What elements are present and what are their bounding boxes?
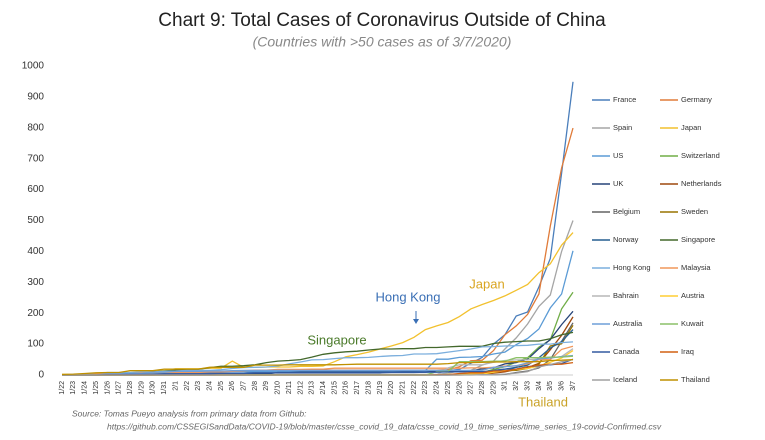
- x-tick-label: 2/3: [195, 381, 202, 391]
- y-tick-label: 900: [27, 92, 44, 103]
- legend-label: UK: [613, 179, 623, 188]
- series-line: [61, 358, 574, 376]
- x-tick-label: 1/28: [127, 381, 134, 395]
- x-tick-label: 1/25: [93, 381, 100, 395]
- series-line: [62, 358, 574, 376]
- x-tick-label: 2/1: [172, 381, 179, 391]
- legend-label: Austria: [681, 291, 705, 300]
- x-tick-label: 2/7: [241, 381, 248, 391]
- legend-label: Malaysia: [681, 263, 711, 272]
- x-tick-label: 2/18: [365, 381, 372, 395]
- legend-label: Netherlands: [681, 179, 722, 188]
- x-tick-label: 1/23: [70, 381, 77, 395]
- x-tick-label: 3/1: [502, 381, 509, 391]
- x-tick-label: 2/26: [456, 381, 463, 395]
- legend-label: Kuwait: [681, 319, 704, 328]
- x-tick-label: 1/24: [82, 381, 89, 395]
- legend-label: Australia: [613, 319, 643, 328]
- annotation: Singapore: [307, 332, 366, 347]
- x-tick-label: 1/26: [104, 381, 111, 395]
- x-tick-label: 2/19: [377, 381, 384, 395]
- legend-label: Japan: [681, 123, 701, 132]
- legend-label: Thailand: [681, 375, 710, 384]
- x-tick-label: 2/5: [218, 381, 225, 391]
- y-tick-label: 0: [38, 370, 44, 381]
- series-line: [62, 354, 574, 376]
- y-tick-label: 500: [27, 215, 44, 226]
- legend-label: Sweden: [681, 207, 708, 216]
- x-tick-label: 3/2: [513, 381, 520, 391]
- x-tick-label: 2/15: [331, 381, 338, 395]
- x-tick-label: 1/29: [138, 381, 145, 395]
- y-tick-label: 1000: [22, 61, 45, 72]
- y-tick-label: 200: [27, 308, 44, 319]
- x-tick-label: 2/8: [252, 381, 259, 391]
- y-tick-label: 700: [27, 153, 44, 164]
- legend-label: Canada: [613, 347, 640, 356]
- x-tick-label: 2/2: [184, 381, 191, 391]
- x-tick-label: 2/25: [445, 381, 452, 395]
- x-tick-label: 2/22: [411, 381, 418, 395]
- x-tick-label: 2/6: [229, 381, 236, 391]
- x-tick-label: 2/11: [286, 381, 293, 394]
- x-tick-label: 2/23: [422, 381, 429, 395]
- x-tick-label: 2/16: [343, 381, 350, 395]
- y-tick-label: 800: [27, 122, 44, 133]
- x-tick-label: 2/12: [297, 381, 304, 395]
- legend-label: Spain: [613, 123, 632, 132]
- x-tick-label: 2/29: [490, 381, 497, 395]
- x-tick-label: 1/31: [161, 381, 168, 395]
- x-tick-label: 2/9: [263, 381, 270, 391]
- legend-label: Iraq: [681, 347, 694, 356]
- x-tick-label: 1/27: [116, 381, 123, 395]
- source: Source: Tomas Pueyo analysis from primar…: [72, 408, 307, 418]
- y-tick-label: 100: [27, 339, 44, 350]
- legend-label: Singapore: [681, 235, 715, 244]
- legend-label: France: [613, 95, 636, 104]
- x-tick-label: 2/4: [206, 381, 213, 391]
- legend-label: US: [613, 151, 623, 160]
- y-tick-label: 300: [27, 277, 44, 288]
- legend-label: Germany: [681, 95, 712, 104]
- annotation: Hong Kong: [375, 289, 440, 304]
- legend-label: Norway: [613, 235, 639, 244]
- legend-label: Iceland: [613, 375, 637, 384]
- annotation: Japan: [469, 276, 504, 291]
- y-tick-label: 400: [27, 246, 44, 257]
- x-tick-label: 2/21: [400, 381, 407, 395]
- x-tick-label: 3/5: [547, 381, 554, 391]
- x-tick-label: 2/20: [388, 381, 395, 395]
- y-tick-label: 600: [27, 184, 44, 195]
- legend-label: Bahrain: [613, 291, 639, 300]
- legend-label: Switzerland: [681, 151, 720, 160]
- x-tick-label: 2/28: [479, 381, 486, 395]
- x-tick-label: 1/30: [150, 381, 157, 395]
- source: https://github.com/CSSEGISandData/COVID-…: [107, 421, 662, 431]
- x-tick-label: 2/27: [468, 381, 475, 395]
- x-tick-label: 3/6: [558, 381, 565, 391]
- annotation: Thailand: [518, 394, 568, 409]
- x-tick-label: 1/22: [59, 381, 66, 395]
- x-tick-label: 2/13: [309, 381, 316, 395]
- x-tick-label: 2/10: [275, 381, 282, 395]
- series-line: [61, 341, 574, 376]
- legend-label: Hong Kong: [613, 263, 651, 272]
- series-line: [62, 81, 574, 376]
- x-tick-label: 3/3: [524, 381, 531, 391]
- x-tick-label: 2/17: [354, 381, 361, 395]
- x-tick-label: 2/14: [320, 381, 327, 395]
- legend-label: Belgium: [613, 207, 640, 216]
- x-tick-label: 3/4: [536, 381, 543, 391]
- chart-subtitle: (Countries with >50 cases as of 3/7/2020…: [253, 34, 512, 50]
- series-line: [62, 220, 574, 376]
- x-tick-label: 2/24: [434, 381, 441, 395]
- x-tick-label: 3/7: [570, 381, 577, 391]
- chart-title: Chart 9: Total Cases of Coronavirus Outs…: [158, 10, 606, 31]
- annotation-arrow-head: [413, 319, 419, 324]
